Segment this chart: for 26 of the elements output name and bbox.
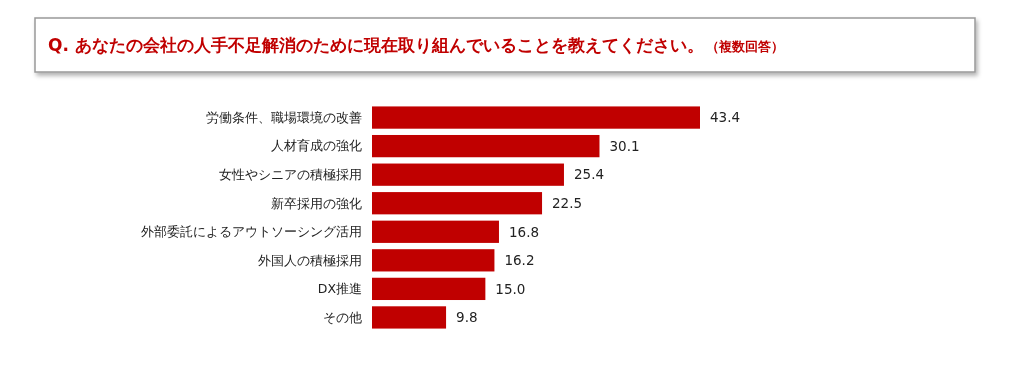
data-label: 43.4 — [710, 109, 741, 126]
y-tick-label: その他 — [323, 309, 362, 325]
y-tick-label: 労働条件、職場環境の改善 — [206, 109, 362, 125]
data-label: 30.1 — [609, 137, 640, 154]
bar — [372, 192, 543, 215]
data-label: 16.2 — [504, 252, 535, 269]
data-label: 15.0 — [495, 280, 526, 297]
bar — [372, 249, 495, 272]
chart-title: Q. あなたの会社の人手不足解消のために現在取り組んでいることを教えてください。 — [48, 35, 704, 55]
y-tick-label: 外部委託によるアウトソーシング活用 — [141, 224, 362, 240]
text: （複数回答） — [705, 39, 784, 54]
y-tick-label: 女性やシニアの積極採用 — [219, 167, 362, 183]
data-label: 25.4 — [573, 166, 605, 183]
bar — [372, 306, 447, 329]
bar — [372, 134, 600, 158]
y-tick-label: 人材育成の強化 — [271, 138, 362, 154]
y-tick-label: DX推進 — [317, 281, 362, 297]
bar — [372, 106, 700, 129]
bar — [372, 277, 486, 301]
y-tick-label: 外国人の積極採用 — [258, 252, 362, 268]
bar — [372, 163, 564, 186]
data-label: 16.8 — [508, 223, 540, 240]
bar — [372, 220, 499, 243]
data-label: 9.8 — [456, 309, 478, 326]
data-label: 22.5 — [552, 194, 583, 211]
y-tick-label: 新卒採用の強化 — [271, 195, 362, 211]
